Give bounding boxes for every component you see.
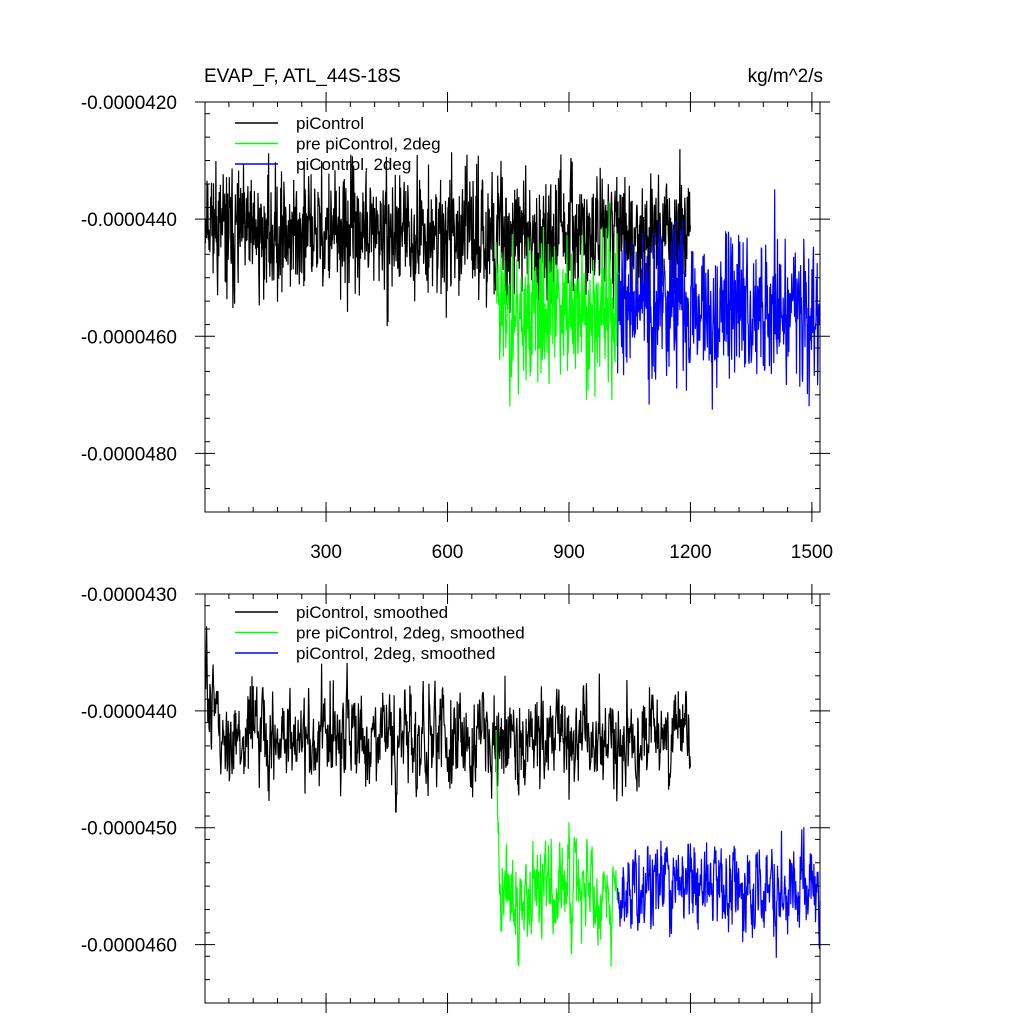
series-lines bbox=[204, 626, 821, 967]
x-tick-label: 1500 bbox=[791, 542, 833, 563]
series-line-2 bbox=[617, 827, 821, 958]
legend-label-2: piControl, 2deg, smoothed bbox=[296, 644, 495, 663]
series-line-2 bbox=[616, 189, 821, 410]
y-tick-label: -0.0000460 bbox=[81, 327, 177, 348]
y-tick-label: -0.0000450 bbox=[81, 819, 177, 840]
series-line-1 bbox=[495, 729, 619, 967]
plot-frame bbox=[204, 101, 821, 513]
legend-label-0: piControl, smoothed bbox=[296, 603, 448, 622]
x-tick-label: 900 bbox=[553, 542, 585, 563]
series-line-0 bbox=[204, 626, 691, 813]
top-panel: EVAP_F, ATL_44S-18S kg/m^2/s -0.0000420-… bbox=[81, 66, 833, 563]
x-tick-label: 1200 bbox=[669, 542, 711, 563]
legend-label-0: piControl bbox=[296, 114, 364, 133]
units-label: kg/m^2/s bbox=[748, 66, 823, 87]
y-tick-label: -0.0000430 bbox=[81, 585, 177, 606]
y-tick-label: -0.0000480 bbox=[81, 444, 177, 465]
axes: -0.0000420 -0.0000440 -0.0000460 -0.0000480… bbox=[81, 92, 833, 563]
series-line-1 bbox=[495, 201, 619, 407]
y-tick-label: -0.0000460 bbox=[81, 936, 177, 957]
legend-label-2: piControl, 2deg bbox=[296, 155, 411, 174]
x-tick-label: 600 bbox=[432, 542, 464, 563]
y-tick-label: -0.0000420 bbox=[81, 93, 177, 114]
axes: -0.0000430 -0.0000440 -0.0000450 -0.0000460 bbox=[81, 584, 830, 1013]
series-lines bbox=[204, 149, 821, 410]
legend-label-1: pre piControl, 2deg bbox=[296, 135, 441, 154]
x-tick-label: 300 bbox=[310, 542, 342, 563]
legend-label-1: pre piControl, 2deg, smoothed bbox=[296, 624, 525, 643]
y-tick-label: -0.0000440 bbox=[81, 702, 177, 723]
legend: piControl, smoothed pre piControl, 2deg, … bbox=[235, 603, 525, 663]
plot-frame bbox=[204, 593, 821, 1004]
chart-title: EVAP_F, ATL_44S-18S bbox=[204, 66, 401, 87]
bottom-panel: -0.0000430 -0.0000440 -0.0000450 -0.0000460… bbox=[81, 584, 830, 1013]
y-tick-label: -0.0000440 bbox=[81, 210, 177, 231]
